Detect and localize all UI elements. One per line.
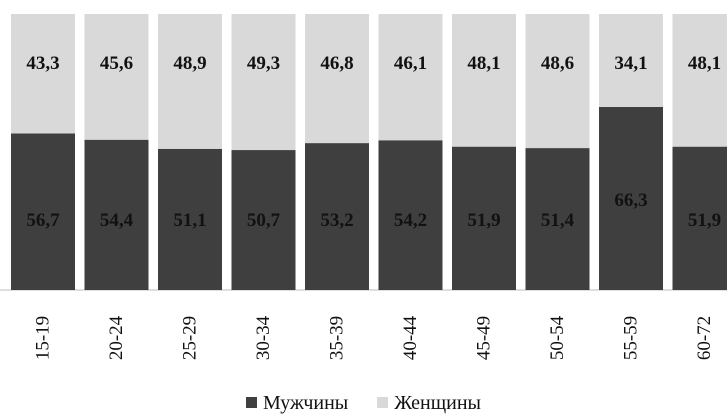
label-women-30-34: 49,3 <box>247 53 280 74</box>
bar-men-45-49 <box>452 146 516 290</box>
label-women-35-39: 46,8 <box>320 53 353 74</box>
bar-men-25-29 <box>158 148 222 290</box>
label-women-40-44: 46,1 <box>394 53 427 74</box>
label-men-30-34: 50,7 <box>247 210 281 231</box>
legend: Мужчины Женщины <box>0 392 727 415</box>
x-tick-label-60-72: 60-72 <box>694 316 715 360</box>
bar-men-60-72 <box>672 146 727 290</box>
label-men-15-19: 56,7 <box>26 210 60 231</box>
bar-women-60-72 <box>672 14 727 147</box>
bar-men-40-44 <box>378 140 443 290</box>
x-tick-label-15-19: 15-19 <box>33 316 54 360</box>
label-women-55-59: 34,1 <box>614 53 647 74</box>
legend-label-men: Мужчины <box>263 392 349 414</box>
bar-men-30-34 <box>231 150 296 290</box>
bar-women-50-54 <box>525 14 590 149</box>
label-men-35-39: 53,2 <box>320 210 353 231</box>
bar-women-55-59 <box>599 14 663 108</box>
x-tick-label-50-54: 50-54 <box>547 315 568 360</box>
label-men-20-24: 54,4 <box>100 210 134 231</box>
x-tick-label-45-49: 45-49 <box>474 316 495 360</box>
bar-men-55-59 <box>599 107 663 291</box>
legend-swatch-women <box>377 397 389 408</box>
bar-men-15-19 <box>11 133 75 290</box>
legend-item-women: Женщины <box>377 392 481 415</box>
label-men-50-54: 51,4 <box>541 210 575 231</box>
bar-women-45-49 <box>452 14 516 147</box>
label-men-55-59: 66,3 <box>614 190 647 211</box>
label-women-25-29: 48,9 <box>173 53 206 74</box>
label-women-20-24: 45,6 <box>100 53 133 74</box>
stacked-bar-chart: 43,3 56,7 15-19 45,6 54,4 20-24 48,9 51,1 25-29 4… <box>0 14 727 360</box>
bar-women-20-24 <box>84 14 149 140</box>
bar-women-30-34 <box>231 14 296 151</box>
label-women-45-49: 48,1 <box>467 53 500 74</box>
label-men-40-44: 54,2 <box>394 210 427 231</box>
label-men-60-72: 51,9 <box>688 210 721 231</box>
x-tick-label-55-59: 55-59 <box>621 316 642 360</box>
legend-label-women: Женщины <box>394 392 481 414</box>
bar-women-40-44 <box>378 14 443 141</box>
x-tick-label-20-24: 20-24 <box>106 315 127 360</box>
bar-women-15-19 <box>11 14 75 134</box>
bar-men-20-24 <box>84 139 149 290</box>
label-women-60-72: 48,1 <box>688 53 721 74</box>
bar-men-35-39 <box>305 143 369 290</box>
bar-women-35-39 <box>305 14 369 144</box>
x-tick-label-40-44: 40-44 <box>400 315 421 360</box>
legend-item-men: Мужчины <box>246 392 348 415</box>
x-tick-label-30-34: 30-34 <box>253 315 274 360</box>
label-men-25-29: 51,1 <box>173 210 206 231</box>
bar-women-25-29 <box>158 14 222 149</box>
label-men-45-49: 51,9 <box>467 210 500 231</box>
label-women-15-19: 43,3 <box>26 53 59 74</box>
bar-men-50-54 <box>525 148 590 290</box>
x-tick-label-35-39: 35-39 <box>327 316 348 360</box>
x-tick-label-25-29: 25-29 <box>180 316 201 360</box>
legend-swatch-men <box>246 397 257 408</box>
label-women-50-54: 48,6 <box>541 53 574 74</box>
